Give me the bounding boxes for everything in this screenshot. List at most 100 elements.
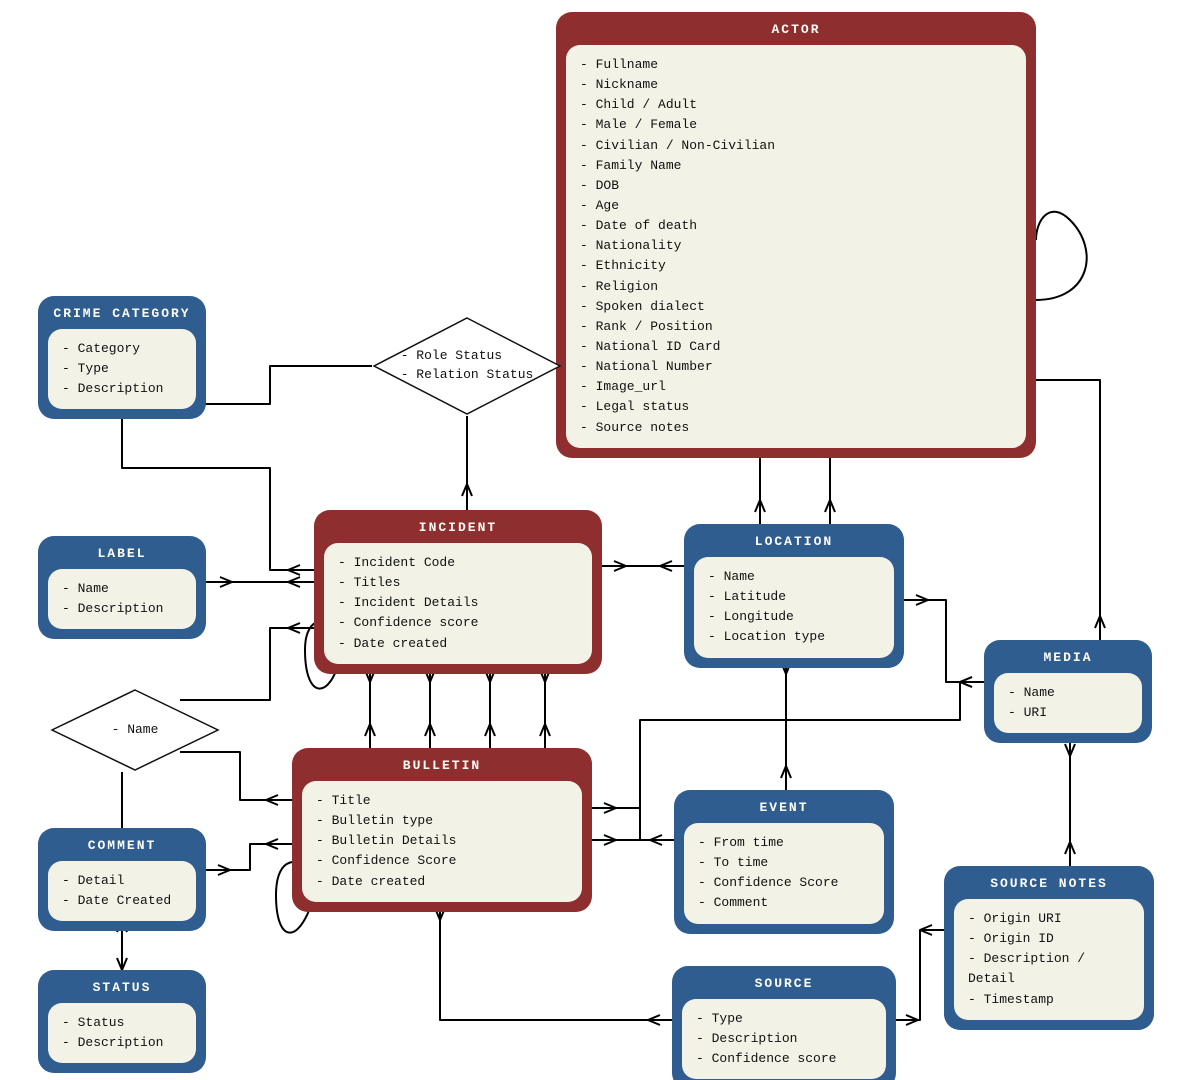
entity-body: - Category- Type- Description [48,329,196,409]
crowfoot-icon [288,623,300,633]
entity-field: - Bulletin Details [316,831,568,851]
entity-field: - Title [316,791,568,811]
crowfoot-icon [117,958,127,970]
entity-title: MEDIA [984,640,1152,673]
entity-field: - Detail [62,871,182,891]
edge-actor-media [1036,380,1100,640]
entity-title: INCIDENT [314,510,602,543]
entity-actor: ACTOR- Fullname- Nickname- Child / Adult… [556,12,1036,458]
entity-field: - Longitude [708,607,880,627]
crowfoot-icon [425,724,435,736]
entity-bulletin: BULLETIN- Title- Bulletin type- Bulletin… [292,748,592,912]
entity-title: SOURCE [672,966,896,999]
entity-title: SOURCE NOTES [944,866,1154,899]
entity-field: - Child / Adult [580,95,1012,115]
crowfoot-icon [218,865,230,875]
crowfoot-icon [960,677,972,687]
entity-incident: INCIDENT- Incident Code- Titles- Inciden… [314,510,602,674]
crowfoot-icon [660,561,672,571]
entity-field: - Name [708,567,880,587]
crowfoot-icon [920,925,932,935]
entity-field: - Date created [316,872,568,892]
entity-body: - Title- Bulletin type- Bulletin Details… [302,781,582,902]
crowfoot-icon [288,577,300,587]
relationship-role_relation: - Role Status- Relation Status [372,316,562,416]
relationship-name_assoc: - Name [50,688,220,772]
entity-location: LOCATION - Name- Latitude- Longitude- Loc… [684,524,904,668]
entity-field: - Description [62,599,182,619]
crowfoot-icon [614,561,626,571]
entity-field: - Timestamp [968,990,1130,1010]
entity-crime_category: CRIME CATEGORY- Category- Type- Descript… [38,296,206,419]
entity-body: - Type- Description- Confidence score [682,999,886,1079]
entity-field: - Confidence Score [698,873,870,893]
entity-label: LABEL - Name- Description [38,536,206,639]
crowfoot-icon [906,1015,918,1025]
entity-field: - Fullname [580,55,1012,75]
edge-comment-bulletin [206,844,292,870]
crowfoot-icon [266,839,278,849]
edge-actor-self [1036,212,1087,300]
crowfoot-icon [1065,744,1075,756]
entity-title: LABEL [38,536,206,569]
entity-field: - Date Created [62,891,182,911]
relationship-label: - Name [50,688,220,772]
entity-field: - Nationality [580,236,1012,256]
entity-field: - Location type [708,627,880,647]
entity-field: - Bulletin type [316,811,568,831]
entity-field: - Date created [338,634,578,654]
crowfoot-icon [960,677,972,687]
entity-field: - Male / Female [580,115,1012,135]
crowfoot-icon [365,724,375,736]
entity-title: STATUS [38,970,206,1003]
entity-field: - Ethnicity [580,256,1012,276]
entity-field: - DOB [580,176,1012,196]
edge-source-sourcenotes [896,930,944,1020]
crowfoot-icon [650,835,662,845]
edge-bulletin-event [592,808,674,840]
entity-body: - Name- URI [994,673,1142,733]
entity-field: - Spoken dialect [580,297,1012,317]
entity-field: - To time [698,853,870,873]
entity-field: - Name [1008,683,1128,703]
entity-field: - Status [62,1013,182,1033]
entity-field: - Incident Details [338,593,578,613]
entity-field: - Description [696,1029,872,1049]
entity-event: EVENT- From time- To time- Confidence Sc… [674,790,894,934]
entity-body: - Status- Description [48,1003,196,1063]
entity-status: STATUS- Status- Description [38,970,206,1073]
edge-bulletin-source [440,896,672,1020]
crowfoot-icon [1095,616,1105,628]
entity-field: - Source notes [580,418,1012,438]
entity-source_notes: SOURCE NOTES - Origin URI- Origin ID- Des… [944,866,1154,1030]
crowfoot-icon [604,803,616,813]
entity-comment: COMMENT - Detail- Date Created [38,828,206,931]
crowfoot-icon [220,577,232,587]
entity-field: - Age [580,196,1012,216]
entity-field: - Latitude [708,587,880,607]
entity-field: - Rank / Position [580,317,1012,337]
entity-field: - Name [62,579,182,599]
entity-field: - Confidence Score [316,851,568,871]
entity-field: - Description / Detail [968,949,1130,989]
er-diagram-canvas: CRIME CATEGORY- Category- Type- Descript… [0,0,1200,1080]
entity-body: - From time- To time- Confidence Score- … [684,823,884,924]
entity-field: - Origin URI [968,909,1130,929]
entity-field: - URI [1008,703,1128,723]
crowfoot-icon [1065,842,1075,854]
entity-field: - Date of death [580,216,1012,236]
entity-title: EVENT [674,790,894,823]
entity-title: BULLETIN [292,748,592,781]
entity-field: - Origin ID [968,929,1130,949]
entity-title: LOCATION [684,524,904,557]
crowfoot-icon [604,835,616,845]
entity-field: - Religion [580,277,1012,297]
crowfoot-icon [485,724,495,736]
entity-title: ACTOR [556,12,1036,45]
entity-field: - Description [62,379,182,399]
crowfoot-icon [916,595,928,605]
entity-field: - Type [696,1009,872,1029]
crowfoot-icon [288,565,300,575]
entity-title: COMMENT [38,828,206,861]
entity-field: - National Number [580,357,1012,377]
